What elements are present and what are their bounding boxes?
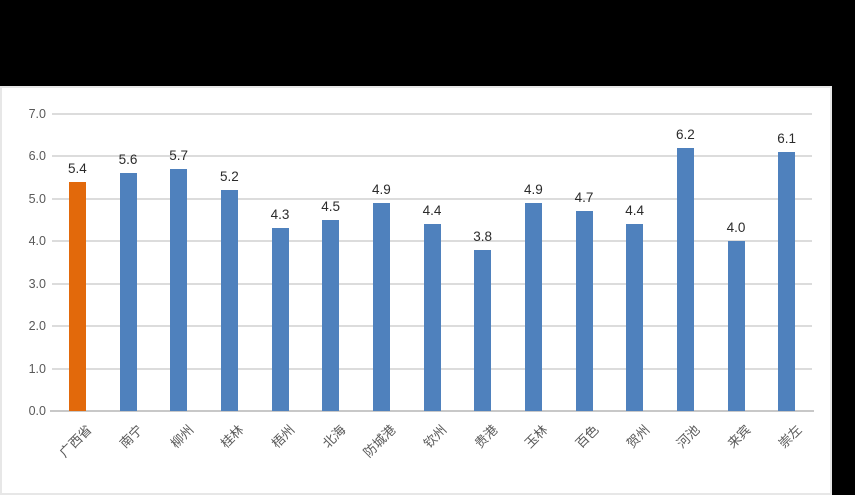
bar-南宁 (119, 173, 137, 411)
y-gridline (52, 155, 812, 158)
bar-梧州 (271, 228, 289, 411)
x-axis-tick-label: 广西省 (56, 422, 95, 461)
x-axis-tick-label: 梧州 (268, 422, 298, 452)
x-axis-tick-label: 北海 (319, 422, 349, 452)
chart-panel: 0.0 1.0 2.0 3.0 4.0 5.0 6.0 7.0 5.4 广西省 5.6 南宁 5.7 柳州… (0, 86, 832, 495)
bar-来宾 (727, 241, 745, 411)
bar-value-label: 4.4 (422, 203, 442, 219)
x-axis-line (50, 410, 814, 412)
x-axis-tick-label: 崇左 (775, 422, 805, 452)
bar-柳州 (170, 168, 188, 411)
bar-钦州 (423, 224, 441, 411)
x-axis-tick-label: 防城港 (360, 422, 399, 461)
y-axis-tick-label: 2.0 (28, 319, 46, 334)
x-axis-tick-label: 桂林 (217, 422, 247, 452)
y-axis-tick-label: 1.0 (28, 361, 46, 376)
bar-value-label: 4.3 (270, 207, 290, 223)
bar-value-label: 6.2 (675, 126, 695, 142)
y-axis-tick-label: 3.0 (28, 276, 46, 291)
bar-value-label: 5.2 (219, 169, 239, 185)
y-gridline (52, 112, 812, 115)
bar-value-label: 4.7 (574, 190, 594, 206)
y-gridline (52, 197, 812, 200)
y-axis-tick-label: 4.0 (28, 234, 46, 249)
bar-value-label: 3.8 (473, 228, 493, 244)
bar-value-label: 4.4 (625, 203, 645, 219)
bar-value-label: 4.5 (321, 198, 341, 214)
bar-贺州 (626, 224, 644, 411)
bar-value-label: 5.6 (118, 152, 138, 168)
x-axis-tick-label: 百色 (572, 422, 602, 452)
x-axis-tick-label: 来宾 (724, 422, 754, 452)
bar-value-label: 4.9 (371, 181, 391, 197)
bar-value-label: 5.4 (67, 160, 87, 176)
bar-玉林 (524, 202, 542, 411)
x-axis-tick-label: 玉林 (521, 422, 551, 452)
bar-桂林 (220, 190, 238, 411)
x-axis-tick-label: 贵港 (471, 422, 501, 452)
bar-value-label: 4.9 (523, 181, 543, 197)
x-axis-tick-label: 河池 (673, 422, 703, 452)
y-axis-tick-label: 6.0 (28, 149, 46, 164)
bar-河池 (676, 147, 694, 411)
bar-value-label: 5.7 (169, 147, 189, 163)
bar-value-label: 4.0 (726, 220, 746, 236)
y-axis-tick-label: 7.0 (28, 106, 46, 121)
x-axis-tick-label: 南宁 (116, 422, 146, 452)
x-axis-tick-label: 贺州 (623, 422, 653, 452)
bar-崇左 (778, 151, 796, 411)
x-axis-tick-label: 柳州 (167, 422, 197, 452)
bar-广西省 (68, 181, 86, 411)
bar-百色 (575, 211, 593, 411)
y-axis-tick-label: 5.0 (28, 191, 46, 206)
y-axis-tick-label: 0.0 (28, 404, 46, 418)
bar-贵港 (474, 249, 492, 411)
x-axis-tick-label: 钦州 (420, 422, 450, 452)
bar-防城港 (372, 202, 390, 411)
bar-value-label: 6.1 (777, 130, 797, 146)
bar-北海 (322, 219, 340, 411)
